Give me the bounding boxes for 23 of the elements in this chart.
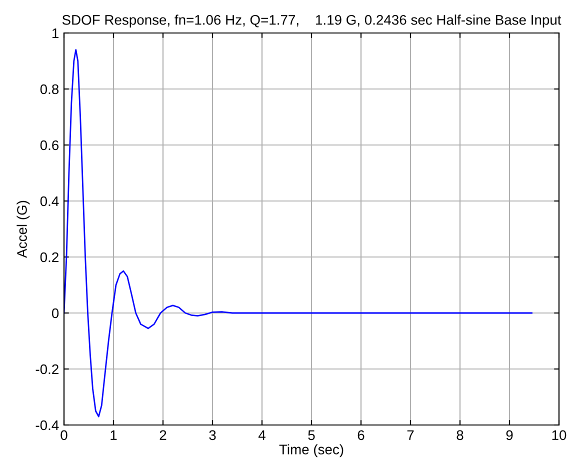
y-tick-label: -0.2 bbox=[36, 364, 58, 374]
x-tick-label: 0 bbox=[60, 430, 68, 440]
x-tick-label: 8 bbox=[456, 430, 464, 440]
y-tick-label: 0 bbox=[52, 308, 59, 318]
x-axis-title: Time (sec) bbox=[279, 444, 344, 458]
x-tick-label: 5 bbox=[308, 430, 315, 440]
y-tick-label: 1 bbox=[52, 28, 58, 38]
chart-title: SDOF Response, fn=1.06 Hz, Q=1.77, 1.19 G, 0.2436 sec Half-sine Base Input bbox=[62, 14, 562, 28]
x-tick-label: 10 bbox=[552, 430, 566, 440]
y-tick-label: -0.4 bbox=[36, 420, 59, 430]
x-tick-label: 1 bbox=[110, 430, 117, 440]
y-axis-title: Accel (G) bbox=[16, 200, 30, 258]
x-tick-label: 7 bbox=[407, 430, 414, 440]
x-tick-label: 6 bbox=[358, 430, 364, 440]
y-tick-label: 0.2 bbox=[40, 252, 58, 262]
x-tick-label: 2 bbox=[160, 430, 166, 440]
y-tick-label: 0.8 bbox=[40, 84, 59, 94]
x-tick-label: 3 bbox=[209, 430, 216, 440]
x-tick-label: 4 bbox=[258, 430, 266, 440]
line-series bbox=[64, 49, 532, 418]
y-tick-label: 0.4 bbox=[40, 196, 59, 206]
y-tick-label: 0.6 bbox=[40, 140, 59, 150]
x-tick-label: 9 bbox=[506, 430, 513, 440]
